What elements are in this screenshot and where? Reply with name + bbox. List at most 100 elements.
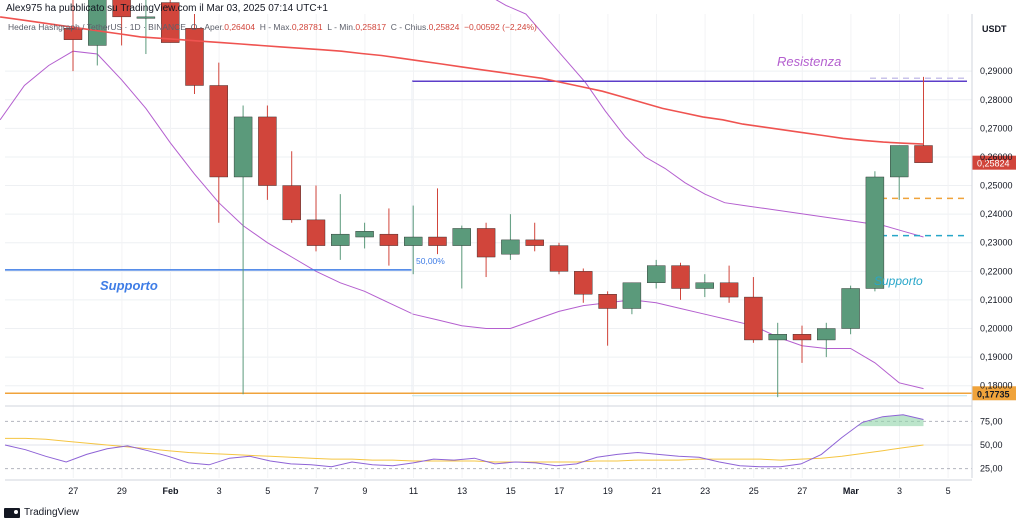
x-tick-label: 15 — [506, 486, 516, 496]
y-tick-label: 0,23000 — [980, 238, 1013, 248]
x-tick-label: 11 — [409, 486, 418, 496]
candle-body — [331, 233, 350, 246]
y-tick-label: 0,25000 — [980, 181, 1013, 191]
candle-body — [695, 282, 714, 289]
last-price-tag — [972, 155, 1016, 170]
candle-body — [914, 145, 933, 163]
x-tick-label: Mar — [843, 486, 860, 496]
low-value: 0,25817 — [355, 22, 387, 32]
x-tick-label: 27 — [797, 486, 807, 496]
x-tick-label: 3 — [897, 486, 902, 496]
candle-body — [792, 334, 812, 341]
candle-body — [865, 176, 885, 289]
candle-body — [185, 28, 204, 86]
y-tick-label: 0,27000 — [980, 123, 1013, 133]
candle-body — [404, 236, 423, 246]
x-tick-label: 25 — [749, 486, 759, 496]
candle-body — [476, 228, 496, 258]
ma-red-path — [0, 16, 924, 145]
rsi-tick-label: 25,00 — [980, 464, 1003, 474]
candle-body — [574, 271, 593, 295]
support-price-label: 0,17735 — [977, 389, 1010, 399]
x-tick-label: 9 — [362, 486, 367, 496]
candle-body — [598, 294, 617, 309]
bb-upper-path — [495, 0, 924, 238]
x-tick-label: 7 — [314, 486, 319, 496]
candle-body — [112, 0, 131, 18]
y-tick-label: 0,26000 — [980, 152, 1013, 162]
x-tick-label: 19 — [603, 486, 613, 496]
rsi-tick-label: 75,00 — [980, 416, 1003, 426]
ma-purple-line — [0, 50, 924, 390]
brand-label: TradingView — [24, 507, 80, 518]
candle-body — [622, 282, 642, 309]
high-label: H - Max. — [259, 22, 292, 32]
x-tick-label: 27 — [68, 486, 78, 496]
close-value: 0,25824 — [428, 22, 460, 32]
candle-body — [428, 236, 447, 246]
support-annotation-right: Supporto — [874, 274, 923, 288]
ma-purple-path — [0, 50, 924, 390]
publisher-line: Alex975 ha pubblicato su TradingView.com… — [6, 3, 328, 14]
x-tick-label: 5 — [265, 486, 270, 496]
axes: 0,18000 0,19000 0,20000 0,21000 0,22000 0,230… — [5, 14, 1013, 496]
change-value: −0,00592 (−2,24%) — [464, 22, 537, 32]
candles — [63, 0, 933, 398]
candle-body — [209, 85, 229, 178]
candle-body — [160, 2, 180, 43]
candle-body — [719, 282, 739, 298]
candle-body — [501, 239, 520, 255]
y-tick-label: 0,20000 — [980, 324, 1013, 334]
candle-body — [355, 231, 374, 238]
ma-red-line — [0, 16, 924, 145]
x-tick-label: 29 — [117, 486, 127, 496]
last-price-label: 0,25824 — [977, 159, 1010, 169]
candle-body — [63, 28, 83, 40]
candle-body — [890, 145, 909, 178]
rsi-ma-line — [5, 437, 924, 463]
candle-body — [282, 185, 301, 221]
x-tick-label: 13 — [457, 486, 467, 496]
fib-label: 50,00% — [416, 256, 445, 266]
y-tick-label: 0,18000 — [980, 381, 1013, 391]
candle-body — [817, 328, 836, 341]
x-tick-label: Feb — [162, 486, 179, 496]
y-tick-label: 0,28000 — [980, 95, 1013, 105]
bollinger-upper-line — [495, 0, 924, 238]
currency-label: USDT — [982, 24, 1007, 34]
rsi-panel: 25,00 50,00 75,00 — [4, 414, 1003, 474]
x-tick-label: 21 — [651, 486, 661, 496]
x-tick-label: 23 — [700, 486, 710, 496]
support-annotation-left: Supporto — [100, 278, 158, 293]
candle-body — [258, 116, 277, 186]
candle-body — [744, 296, 763, 341]
support-price-tag — [972, 386, 1016, 401]
symbol-label[interactable]: Hedera Hashgraph / TetherUS · 1D · BINAN… — [8, 22, 186, 32]
open-label: O - Aper. — [190, 22, 225, 32]
candle-body — [233, 116, 253, 178]
close-label: C - Chius. — [390, 22, 429, 32]
candle-body — [88, 0, 107, 46]
x-tick-label: 17 — [554, 486, 564, 496]
candle-body — [306, 219, 326, 246]
y-tick-label: 0,22000 — [980, 266, 1013, 276]
candle-body — [671, 265, 690, 289]
annotations: Resistenza Supporto Supporto 0,25824 0,17735 — [100, 54, 1016, 401]
y-tick-label: 0,19000 — [980, 352, 1013, 362]
resistance-annotation: Resistenza — [777, 54, 841, 69]
ohlc-legend: Hedera Hashgraph / TetherUS · 1D · BINAN… — [8, 22, 537, 32]
y-tick-label: 0,24000 — [980, 209, 1013, 219]
rsi-overbought-fill — [856, 414, 924, 427]
high-value: 0,28781 — [291, 22, 323, 32]
rsi-line — [4, 414, 924, 468]
candle-body — [136, 16, 156, 19]
candle-body — [647, 265, 666, 283]
y-tick-label: 0,29000 — [980, 66, 1013, 76]
candle-body — [768, 334, 787, 341]
candle-body — [452, 228, 471, 246]
candle-body — [841, 288, 860, 329]
open-value: 0,26404 — [224, 22, 255, 32]
tradingview-footer[interactable]: TradingView — [4, 507, 79, 518]
candle-body — [525, 239, 544, 246]
